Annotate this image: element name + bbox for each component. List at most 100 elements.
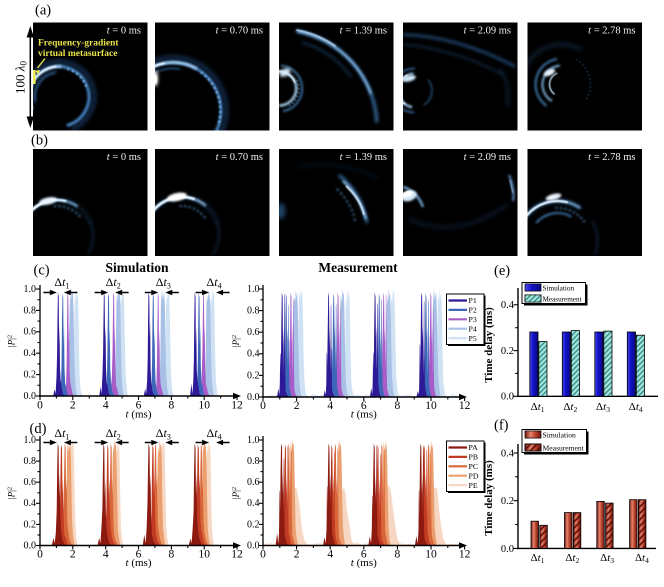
svg-text:0.0: 0.0: [24, 391, 37, 402]
svg-text:Δt4: Δt4: [635, 552, 649, 565]
svg-text:8: 8: [395, 549, 401, 561]
svg-text:PB: PB: [469, 453, 479, 462]
svg-text:1.0: 1.0: [247, 435, 260, 446]
svg-text:t = 0 ms: t = 0 ms: [107, 152, 141, 163]
svg-text:0.0: 0.0: [501, 544, 514, 555]
svg-text:Simulation: Simulation: [543, 284, 575, 292]
svg-text:t (ms): t (ms): [351, 409, 377, 421]
svg-text:Measurement: Measurement: [543, 443, 585, 452]
svg-text:0.8: 0.8: [24, 305, 37, 316]
svg-text:|P|2: |P|2: [231, 487, 241, 499]
svg-text:Δt1: Δt1: [531, 552, 545, 565]
svg-text:t = 2.09 ms: t = 2.09 ms: [464, 25, 511, 36]
svg-text:(d): (d): [30, 421, 47, 437]
svg-text:6: 6: [136, 549, 142, 561]
svg-text:Time delay (ms): Time delay (ms): [483, 307, 495, 383]
svg-text:2: 2: [294, 549, 300, 561]
svg-text:(e): (e): [494, 263, 510, 279]
svg-text:Δt3: Δt3: [596, 401, 610, 414]
svg-text:10: 10: [425, 400, 437, 412]
svg-text:12: 12: [459, 400, 471, 412]
svg-text:0.0: 0.0: [24, 540, 37, 551]
svg-text:P1: P1: [469, 296, 477, 305]
svg-text:t (ms): t (ms): [126, 409, 152, 421]
svg-text:(c): (c): [34, 263, 50, 279]
svg-text:PC: PC: [469, 462, 479, 471]
svg-text:0.2: 0.2: [247, 519, 260, 530]
svg-text:t = 1.39 ms: t = 1.39 ms: [340, 25, 387, 36]
svg-text:6: 6: [136, 400, 142, 412]
svg-text:Measurement: Measurement: [543, 295, 582, 303]
svg-text:P3: P3: [469, 315, 477, 324]
svg-text:(b): (b): [31, 133, 48, 149]
svg-text:0: 0: [260, 549, 266, 561]
svg-text:0.6: 0.6: [247, 477, 260, 488]
svg-text:P2: P2: [469, 306, 477, 315]
svg-text:P4: P4: [469, 324, 477, 333]
svg-text:0.8: 0.8: [247, 456, 260, 467]
svg-text:PA: PA: [469, 443, 479, 452]
svg-text:0: 0: [260, 400, 266, 412]
svg-text:10: 10: [198, 400, 210, 412]
svg-text:PE: PE: [469, 481, 478, 490]
svg-text:0.4: 0.4: [24, 498, 37, 509]
svg-text:0.2: 0.2: [24, 519, 37, 530]
svg-text:0.4: 0.4: [247, 349, 260, 360]
svg-text:0.2: 0.2: [501, 496, 514, 507]
svg-text:Δt4: Δt4: [629, 401, 643, 414]
svg-text:6: 6: [361, 549, 367, 561]
svg-text:4: 4: [327, 549, 333, 561]
svg-text:t = 1.39 ms: t = 1.39 ms: [340, 152, 387, 163]
svg-text:1.0: 1.0: [24, 435, 37, 446]
svg-text:t (ms): t (ms): [351, 557, 377, 569]
svg-text:Simulation: Simulation: [543, 430, 577, 439]
svg-text:t (ms): t (ms): [126, 557, 152, 569]
svg-text:(a): (a): [35, 3, 51, 19]
svg-text:(f): (f): [494, 418, 509, 434]
svg-text:Δt1: Δt1: [531, 401, 545, 414]
svg-text:0.4: 0.4: [24, 348, 37, 359]
svg-text:4: 4: [103, 400, 109, 412]
svg-text:Δt2: Δt2: [563, 401, 577, 414]
svg-text:|P|2: |P|2: [7, 335, 17, 347]
svg-text:6: 6: [361, 400, 367, 412]
svg-text:0.2: 0.2: [247, 370, 260, 381]
svg-text:8: 8: [395, 400, 401, 412]
svg-text:0.8: 0.8: [24, 456, 37, 467]
svg-text:0.2: 0.2: [24, 370, 37, 381]
svg-text:0: 0: [37, 400, 43, 412]
svg-text:0.6: 0.6: [24, 477, 37, 488]
svg-text:0.4: 0.4: [501, 448, 515, 459]
svg-text:8: 8: [169, 400, 175, 412]
svg-text:Δt3: Δt3: [600, 552, 614, 565]
svg-text:0.6: 0.6: [24, 327, 37, 338]
svg-text:12: 12: [231, 549, 243, 561]
svg-text:0.0: 0.0: [501, 392, 514, 403]
svg-text:0.2: 0.2: [501, 346, 514, 357]
svg-text:t = 0.70 ms: t = 0.70 ms: [216, 152, 263, 163]
svg-text:PD: PD: [469, 471, 479, 480]
svg-text:4: 4: [103, 549, 109, 561]
svg-text:0.0: 0.0: [247, 392, 260, 403]
svg-text:Simulation: Simulation: [105, 260, 169, 275]
svg-text:8: 8: [169, 549, 175, 561]
svg-text:virtual metasurface: virtual metasurface: [38, 49, 117, 59]
svg-text:0: 0: [37, 549, 43, 561]
svg-text:2: 2: [70, 549, 76, 561]
svg-text:Frequency-gradient: Frequency-gradient: [38, 39, 119, 49]
svg-text:10: 10: [425, 549, 437, 561]
svg-text:2: 2: [70, 400, 76, 412]
svg-text:t = 2.78 ms: t = 2.78 ms: [588, 152, 635, 163]
svg-text:4: 4: [327, 400, 333, 412]
svg-text:1.0: 1.0: [24, 284, 37, 295]
svg-text:0.0: 0.0: [247, 540, 260, 551]
svg-text:0.4: 0.4: [501, 300, 515, 311]
svg-text:0.6: 0.6: [247, 327, 260, 338]
svg-text:12: 12: [459, 549, 471, 561]
svg-text:Measurement: Measurement: [318, 260, 398, 275]
svg-text:Δt2: Δt2: [565, 552, 579, 565]
svg-text:0.8: 0.8: [247, 306, 260, 317]
svg-text:12: 12: [231, 400, 243, 412]
svg-text:P5: P5: [469, 334, 477, 343]
svg-text:|P|2: |P|2: [7, 487, 17, 499]
